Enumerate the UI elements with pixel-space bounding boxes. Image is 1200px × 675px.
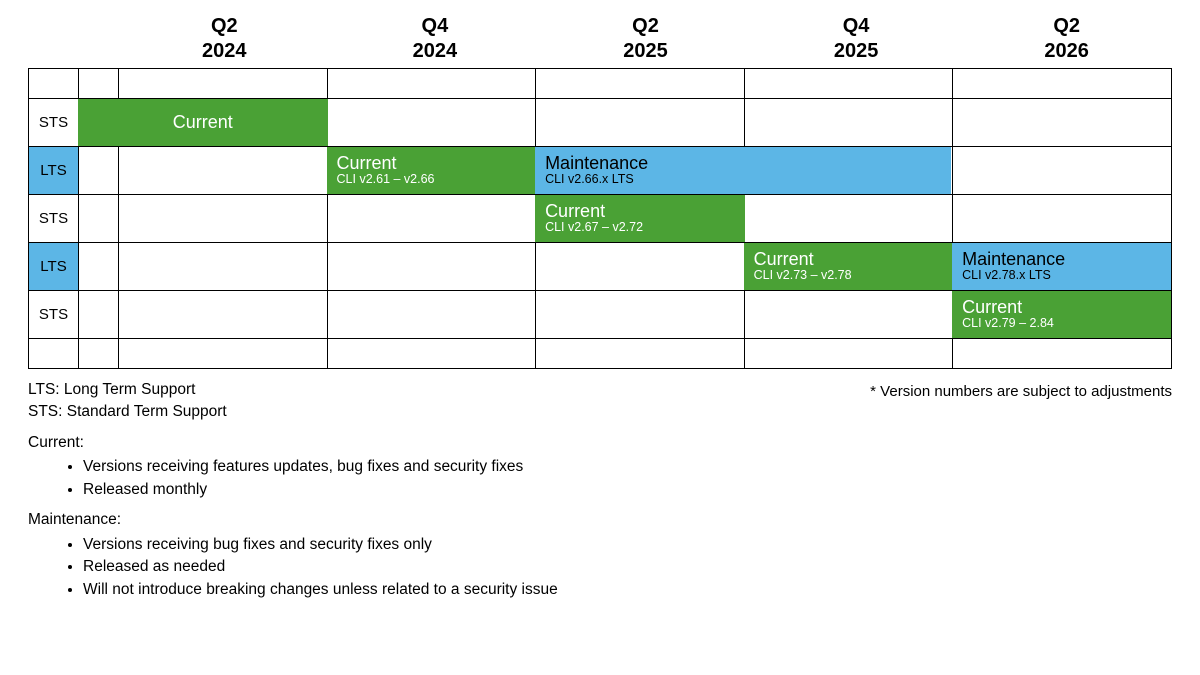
track-row: STS CurrentCLI v2.67 – v2.72: [29, 195, 1171, 243]
timeline-cell: [328, 195, 537, 242]
quarter-offset-cell: [79, 243, 119, 290]
timeline-cell: [953, 339, 1171, 368]
timeline-cell: [536, 243, 745, 290]
track-row: STS CurrentCLI v2.79 – 2.84: [29, 291, 1171, 339]
timeline-cell: [953, 99, 1171, 146]
definition-block: Maintenance: Versions receiving bug fixes…: [28, 509, 1172, 601]
definition-item: Released as needed: [83, 556, 1172, 578]
timeline-grid: STSCurrentLTSCurrentCLI v2.61 – v2.66Mai…: [28, 68, 1172, 369]
definition-list: Versions receiving features updates, bug…: [28, 456, 1172, 501]
bar-title: Maintenance: [962, 250, 1172, 269]
bar-subtitle: CLI v2.66.x LTS: [545, 173, 941, 187]
current-bar: CurrentCLI v2.79 – 2.84: [952, 291, 1172, 338]
current-bar: CurrentCLI v2.67 – v2.72: [535, 195, 745, 242]
bar-subtitle: CLI v2.79 – 2.84: [962, 317, 1162, 331]
timeline-cell: CurrentCLI v2.61 – v2.66: [328, 147, 537, 194]
bar-title: Current: [962, 298, 1162, 317]
release-timeline: Q22024Q42024Q22025Q42025Q22026 STS Curren…: [28, 14, 1172, 369]
bar-subtitle: CLI v2.78.x LTS: [962, 269, 1172, 283]
timeline-cell: [745, 195, 954, 242]
bar-subtitle: CLI v2.67 – v2.72: [545, 221, 735, 235]
timeline-header: Q42024: [330, 14, 541, 68]
definition-block: Current:Versions receiving features upda…: [28, 432, 1172, 501]
track-label: LTS: [29, 243, 79, 290]
timeline-cell: [953, 195, 1171, 242]
timeline-header: Q22026: [961, 14, 1172, 68]
timeline-cell: [328, 69, 537, 98]
legend-left: LTS: Long Term Support STS: Standard Ter…: [28, 379, 227, 424]
bar-title: Maintenance: [545, 154, 941, 173]
timeline-cell: [745, 291, 954, 338]
current-bar: CurrentCLI v2.61 – v2.66: [327, 147, 537, 194]
timeline-cell: [953, 69, 1171, 98]
track-row: LTSCurrentCLI v2.73 – v2.78MaintenanceCL…: [29, 243, 1171, 291]
bar-title: Current: [337, 154, 527, 173]
timeline-cell: [328, 243, 537, 290]
legend-sts: STS: Standard Term Support: [28, 401, 227, 423]
timeline-cell: [119, 243, 328, 290]
definition-item: Released monthly: [83, 479, 1172, 501]
timeline-cell: [745, 339, 954, 368]
timeline-cell: [328, 291, 537, 338]
timeline-cell: CurrentCLI v2.73 – v2.78: [745, 243, 954, 290]
timeline-cell: CurrentCLI v2.67 – v2.72: [536, 195, 745, 242]
bar-subtitle: CLI v2.73 – v2.78: [754, 269, 944, 283]
timeline-cell: [328, 339, 537, 368]
quarter-offset-cell: [79, 147, 119, 194]
track-row: STS Current: [29, 99, 1171, 147]
timeline-cell: MaintenanceCLI v2.66.x LTS: [536, 147, 745, 194]
timeline-cell: [536, 69, 745, 98]
timeline-cell: [536, 291, 745, 338]
current-bar: CurrentCLI v2.73 – v2.78: [744, 243, 954, 290]
spacer-row: [29, 69, 1171, 99]
timeline-cell: [328, 99, 537, 146]
timeline-cell: [536, 99, 745, 146]
current-bar: Current: [78, 99, 328, 146]
timeline-headers: Q22024Q42024Q22025Q42025Q22026: [79, 14, 1172, 68]
timeline-cell: [119, 291, 328, 338]
timeline-cell: Current: [119, 99, 328, 146]
track-label: STS: [29, 291, 79, 338]
timeline-cell: [119, 195, 328, 242]
timeline-cell: [953, 147, 1171, 194]
definitions: Current:Versions receiving features upda…: [28, 432, 1172, 601]
track-label: LTS: [29, 147, 79, 194]
quarter-offset-cell: [79, 195, 119, 242]
quarter-offset-cell: [79, 339, 119, 368]
definition-list: Versions receiving bug fixes and securit…: [28, 534, 1172, 601]
maintenance-bar: MaintenanceCLI v2.78.x LTS: [952, 243, 1172, 290]
legend-area: LTS: Long Term Support STS: Standard Ter…: [28, 379, 1172, 601]
timeline-cell: [745, 69, 954, 98]
legend-lts: LTS: Long Term Support: [28, 379, 227, 401]
legend-note: * Version numbers are subject to adjustm…: [870, 379, 1172, 403]
timeline-cell: [536, 339, 745, 368]
bar-title: Current: [754, 250, 944, 269]
quarter-offset-cell: [79, 69, 119, 98]
bar-title: Current: [173, 113, 233, 132]
definition-item: Versions receiving features updates, bug…: [83, 456, 1172, 478]
timeline-cell: CurrentCLI v2.79 – 2.84: [953, 291, 1171, 338]
track-label: [29, 339, 79, 368]
track-row: LTSCurrentCLI v2.61 – v2.66MaintenanceCL…: [29, 147, 1171, 195]
bar-title: Current: [545, 202, 735, 221]
spacer-row: [29, 339, 1171, 369]
timeline-cell: MaintenanceCLI v2.78.x LTS: [953, 243, 1171, 290]
timeline-header: Q42025: [751, 14, 962, 68]
timeline-cell: [119, 339, 328, 368]
definition-item: Will not introduce breaking changes unle…: [83, 579, 1172, 601]
track-label: STS: [29, 195, 79, 242]
definition-title: Current:: [28, 432, 1172, 454]
quarter-offset-cell: [79, 291, 119, 338]
timeline-cell: [119, 69, 328, 98]
definition-title: Maintenance:: [28, 509, 1172, 531]
maintenance-bar: MaintenanceCLI v2.66.x LTS: [535, 147, 951, 194]
timeline-cell: [745, 99, 954, 146]
bar-subtitle: CLI v2.61 – v2.66: [337, 173, 527, 187]
timeline-header: Q22025: [540, 14, 751, 68]
definition-item: Versions receiving bug fixes and securit…: [83, 534, 1172, 556]
timeline-cell: [119, 147, 328, 194]
track-label: STS: [29, 99, 79, 146]
timeline-header: Q22024: [119, 14, 330, 68]
track-label: [29, 69, 79, 98]
